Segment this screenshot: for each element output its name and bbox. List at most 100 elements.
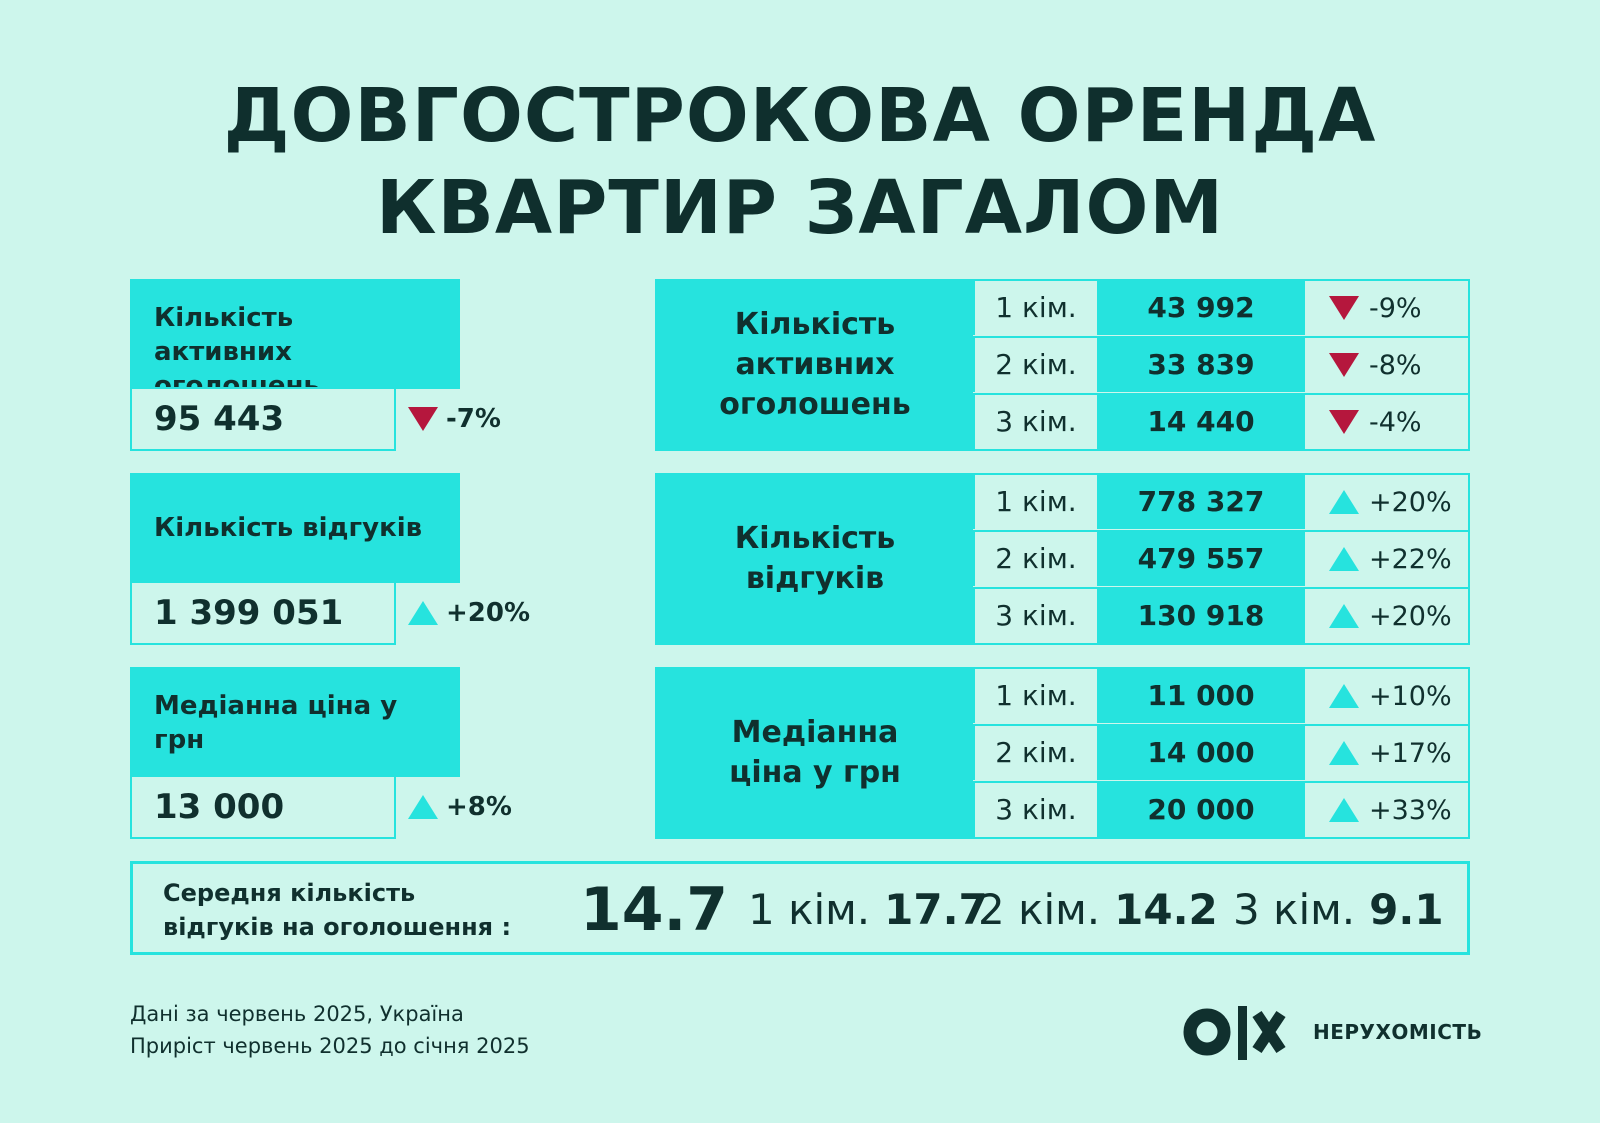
breakdown-label: Кількість відгуків xyxy=(657,475,973,643)
summary-change-value: +8% xyxy=(446,792,512,822)
breakdown-label: Кількість активних оголошень xyxy=(657,281,973,449)
room-label: 3 кім. xyxy=(973,589,1097,643)
footer-line-1: Дані за червень 2025, Україна xyxy=(130,1002,464,1026)
breakdown-row: 2 кім. 479 557 +22% xyxy=(973,532,1468,586)
summary-change: +8% xyxy=(408,775,512,839)
row-value: 20 000 xyxy=(1097,783,1305,837)
breakdown-label-text: Медіанна ціна у грн xyxy=(729,715,901,790)
average-value: 17.7 xyxy=(884,885,988,934)
olx-logo: НЕРУХОМІСТЬ xyxy=(1183,1004,1483,1064)
row-divider xyxy=(973,530,1468,532)
down-triangle-icon xyxy=(408,407,438,431)
average-room: 2 кім. xyxy=(978,885,1101,934)
breakdown-row: 1 кім. 43 992 -9% xyxy=(973,281,1468,335)
row-change-value: -9% xyxy=(1369,292,1422,324)
up-triangle-icon xyxy=(1329,490,1359,514)
breakdown-table-responses: Кількість відгуків 1 кім. 778 327 +20% 2… xyxy=(655,473,1470,645)
breakdown-row: 2 кім. 33 839 -8% xyxy=(973,338,1468,392)
breakdown-label: Медіанна ціна у грн xyxy=(657,669,973,837)
down-triangle-icon xyxy=(1329,296,1359,320)
up-triangle-icon xyxy=(1329,741,1359,765)
page-title: ДОВГОСТРОКОВА ОРЕНДА КВАРТИР ЗАГАЛОМ xyxy=(0,70,1600,254)
title-line-1: ДОВГОСТРОКОВА ОРЕНДА xyxy=(223,73,1377,159)
summary-change: -7% xyxy=(408,387,501,451)
breakdown-label-text: Кількість активних оголошень xyxy=(719,307,911,422)
row-value: 778 327 xyxy=(1097,475,1305,529)
room-label: 3 кім. xyxy=(973,783,1097,837)
up-triangle-icon xyxy=(408,795,438,819)
breakdown-table-listings: Кількість активних оголошень 1 кім. 43 9… xyxy=(655,279,1470,451)
room-label: 1 кім. xyxy=(973,281,1097,335)
row-value: 43 992 xyxy=(1097,281,1305,335)
average-value: 9.1 xyxy=(1369,885,1444,934)
row-change-value: +20% xyxy=(1369,600,1452,632)
down-triangle-icon xyxy=(1329,410,1359,434)
summary-value: 95 443 xyxy=(130,387,396,451)
summary-label: Кількість активних оголошень xyxy=(130,279,460,401)
row-change: +17% xyxy=(1305,726,1468,780)
row-change: +10% xyxy=(1305,669,1468,723)
average-responses-bar: Середня кількість відгуків на оголошення… xyxy=(130,861,1470,955)
up-triangle-icon xyxy=(1329,798,1359,822)
room-label: 2 кім. xyxy=(973,532,1097,586)
average-label-line-2: відгуків на оголошення : xyxy=(163,913,512,941)
average-item: 2 кім. 14.2 xyxy=(978,882,1218,938)
row-change: +20% xyxy=(1305,589,1468,643)
summary-change-value: +20% xyxy=(446,598,531,628)
average-value: 14.2 xyxy=(1114,885,1218,934)
up-triangle-icon xyxy=(408,601,438,625)
summary-change-value: -7% xyxy=(446,404,501,434)
up-triangle-icon xyxy=(1329,684,1359,708)
summary-label: Кількість відгуків xyxy=(130,473,460,583)
down-triangle-icon xyxy=(1329,353,1359,377)
breakdown-row: 3 кім. 130 918 +20% xyxy=(973,589,1468,643)
breakdown-row: 1 кім. 778 327 +20% xyxy=(973,475,1468,529)
title-line-2: КВАРТИР ЗАГАЛОМ xyxy=(375,165,1225,251)
row-value: 11 000 xyxy=(1097,669,1305,723)
row-divider xyxy=(973,781,1468,783)
summary-value: 1 399 051 xyxy=(130,581,396,645)
average-room: 3 кім. xyxy=(1233,885,1356,934)
average-label-line-1: Середня кількість xyxy=(163,879,416,907)
breakdown-row: 3 кім. 20 000 +33% xyxy=(973,783,1468,837)
up-triangle-icon xyxy=(1329,547,1359,571)
row-change-value: +10% xyxy=(1369,680,1452,712)
summary-value: 13 000 xyxy=(130,775,396,839)
average-total: 14.7 xyxy=(580,875,729,945)
footer-notes: Дані за червень 2025, Україна Приріст че… xyxy=(130,998,530,1062)
row-value: 14 000 xyxy=(1097,726,1305,780)
row-change-value: +22% xyxy=(1369,543,1452,575)
row-change-value: -4% xyxy=(1369,406,1422,438)
row-value: 14 440 xyxy=(1097,395,1305,449)
average-item: 3 кім. 9.1 xyxy=(1233,882,1444,938)
row-change: -9% xyxy=(1305,281,1468,335)
row-change: +20% xyxy=(1305,475,1468,529)
row-change-value: -8% xyxy=(1369,349,1422,381)
breakdown-row: 3 кім. 14 440 -4% xyxy=(973,395,1468,449)
row-divider xyxy=(973,724,1468,726)
summary-change: +20% xyxy=(408,581,530,645)
row-change: -8% xyxy=(1305,338,1468,392)
breakdown-table-price: Медіанна ціна у грн 1 кім. 11 000 +10% 2… xyxy=(655,667,1470,839)
row-value: 130 918 xyxy=(1097,589,1305,643)
row-change-value: +17% xyxy=(1369,737,1452,769)
row-divider xyxy=(973,587,1468,589)
row-change: +33% xyxy=(1305,783,1468,837)
room-label: 3 кім. xyxy=(973,395,1097,449)
summary-label: Медіанна ціна у грн xyxy=(130,667,460,777)
up-triangle-icon xyxy=(1329,604,1359,628)
average-label: Середня кількість відгуків на оголошення… xyxy=(163,876,511,944)
olx-logo-icon xyxy=(1183,1006,1286,1060)
room-label: 2 кім. xyxy=(973,726,1097,780)
room-label: 1 кім. xyxy=(973,475,1097,529)
row-value: 479 557 xyxy=(1097,532,1305,586)
average-room: 1 кім. xyxy=(748,885,871,934)
row-change-value: +20% xyxy=(1369,486,1452,518)
average-item: 1 кім. 17.7 xyxy=(748,882,988,938)
row-divider xyxy=(973,393,1468,395)
footer-line-2: Приріст червень 2025 до січня 2025 xyxy=(130,1034,530,1058)
row-divider xyxy=(973,336,1468,338)
row-change-value: +33% xyxy=(1369,794,1452,826)
breakdown-row: 2 кім. 14 000 +17% xyxy=(973,726,1468,780)
row-change: -4% xyxy=(1305,395,1468,449)
